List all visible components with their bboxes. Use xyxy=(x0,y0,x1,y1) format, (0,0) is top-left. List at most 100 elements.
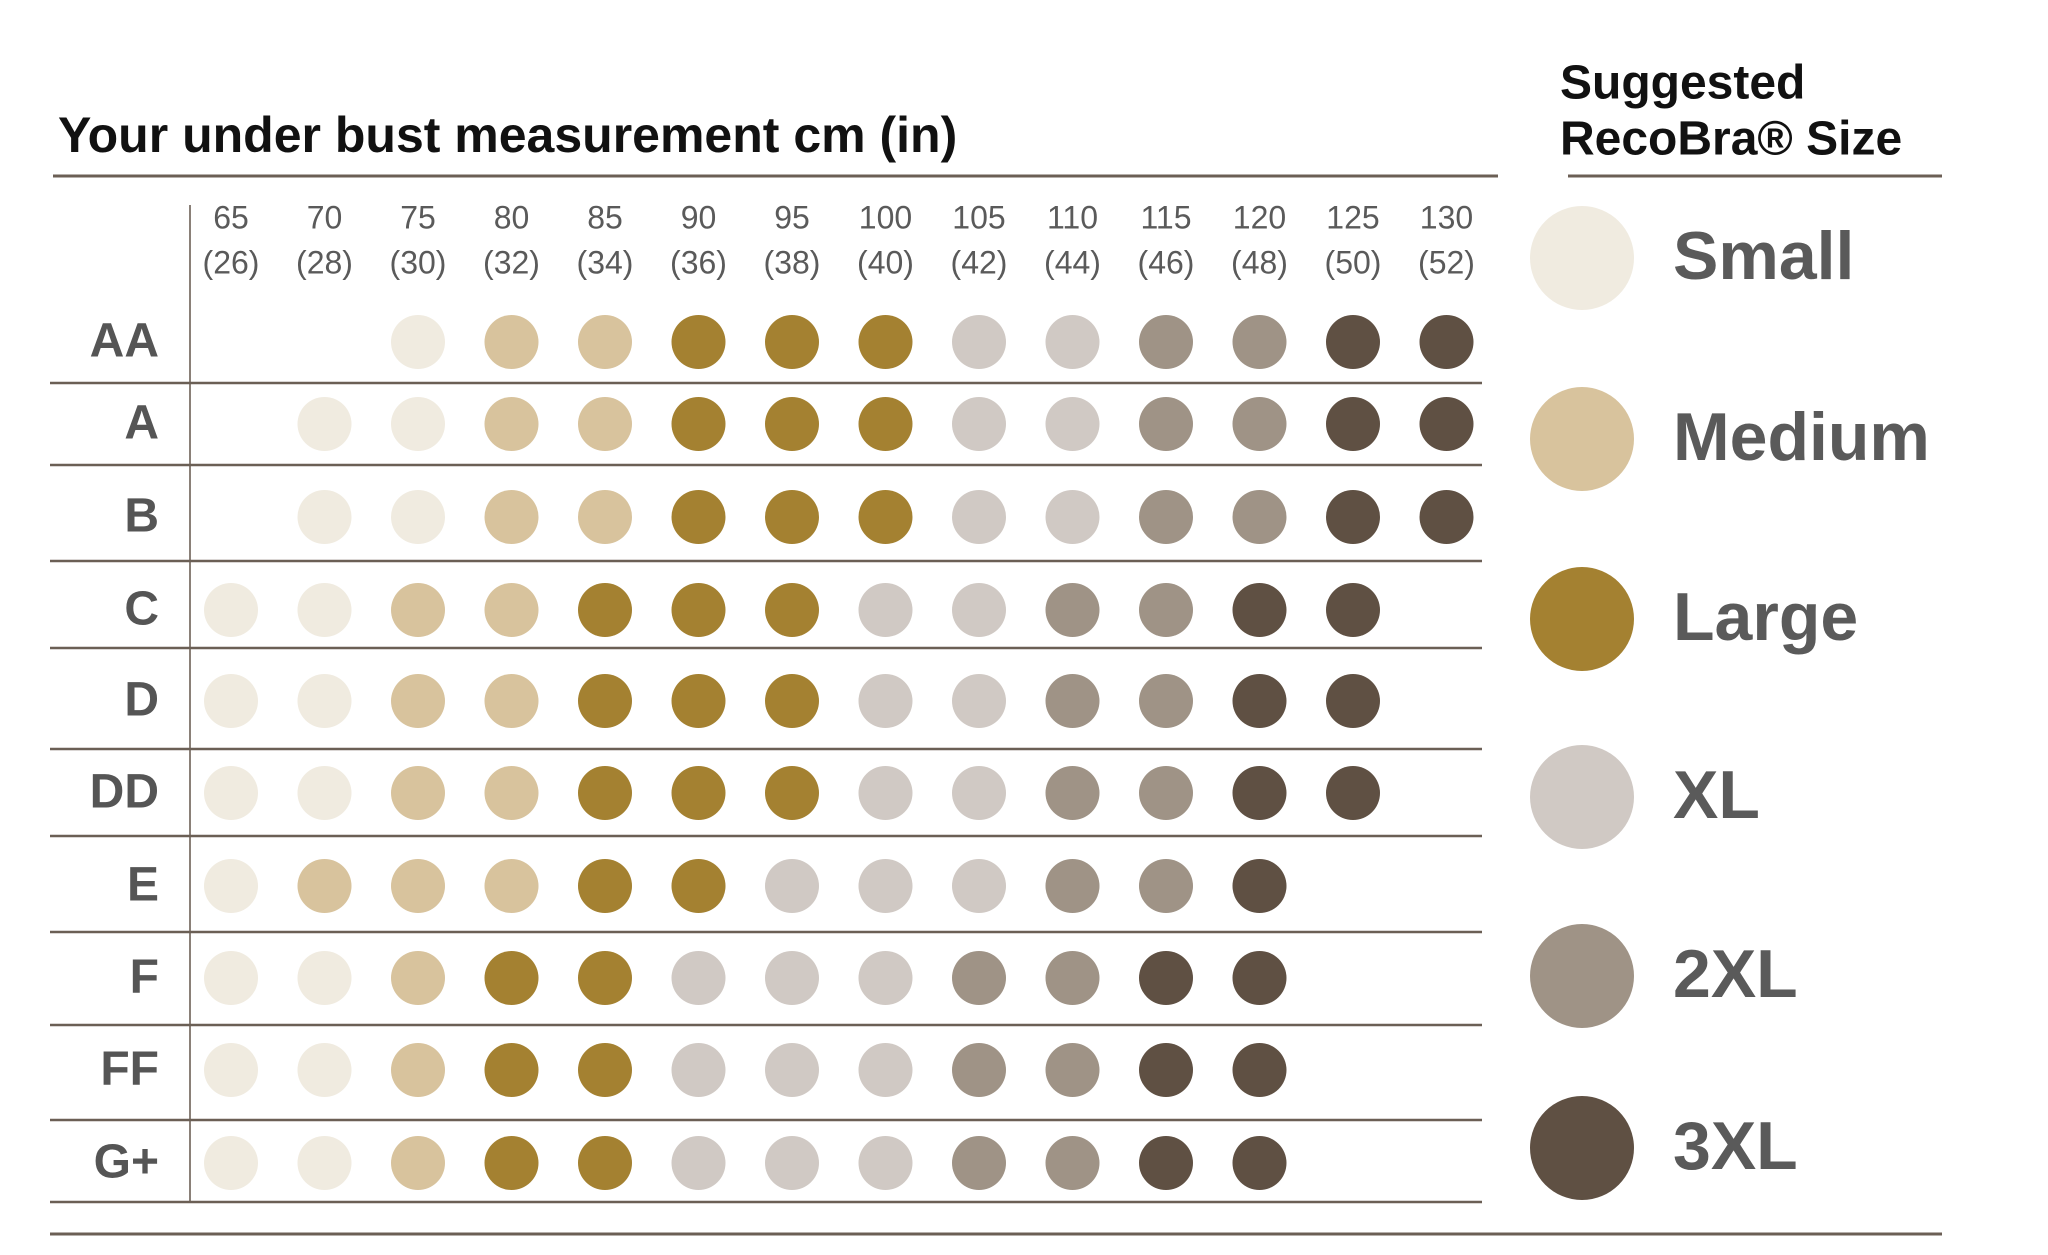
size-dot xyxy=(1232,397,1287,451)
size-dot xyxy=(952,490,1006,544)
size-dot xyxy=(858,583,913,637)
size-dot xyxy=(204,1136,258,1190)
column-in: (50) xyxy=(1325,244,1382,280)
column-cm: 90 xyxy=(681,199,717,235)
column-in: (28) xyxy=(296,244,353,280)
size-dot xyxy=(1139,583,1193,637)
size-dot xyxy=(952,766,1006,820)
size-dot xyxy=(765,397,819,451)
size-dot xyxy=(765,1136,819,1190)
size-dot xyxy=(765,674,819,728)
column-in: (44) xyxy=(1044,244,1101,280)
size-dot xyxy=(952,1136,1006,1190)
size-dot xyxy=(858,315,913,369)
size-dot xyxy=(484,766,539,820)
size-dot xyxy=(484,583,539,637)
column-in: (38) xyxy=(764,244,821,280)
size-dot xyxy=(1139,766,1193,820)
size-dot xyxy=(671,859,726,913)
column-cm: 75 xyxy=(400,199,436,235)
size-dot xyxy=(1326,766,1380,820)
size-dot xyxy=(1139,490,1193,544)
size-dot xyxy=(1326,490,1380,544)
size-dot xyxy=(204,859,258,913)
legend-title: Suggested xyxy=(1560,57,1805,110)
size-dot xyxy=(484,315,539,369)
size-dot xyxy=(1232,859,1287,913)
size-dot xyxy=(391,859,445,913)
size-dot xyxy=(858,859,913,913)
size-dot xyxy=(1139,397,1193,451)
size-dot xyxy=(391,315,445,369)
column-cm: 110 xyxy=(1047,199,1098,235)
size-dot xyxy=(1139,674,1193,728)
size-dot xyxy=(484,490,539,544)
size-dot xyxy=(297,766,352,820)
size-dot xyxy=(1045,951,1100,1005)
size-dot xyxy=(671,490,726,544)
legend-label: XL xyxy=(1673,757,1760,833)
cup-label: A xyxy=(124,397,159,450)
cup-label: C xyxy=(124,583,159,636)
size-dot xyxy=(578,397,632,451)
size-dot xyxy=(1045,674,1100,728)
size-dot xyxy=(1419,397,1474,451)
size-dot xyxy=(578,583,632,637)
column-in: (32) xyxy=(483,244,540,280)
size-dot xyxy=(952,397,1006,451)
legend-label: Medium xyxy=(1673,399,1930,475)
size-dot xyxy=(858,674,913,728)
size-dot xyxy=(1045,583,1100,637)
size-dot xyxy=(1326,583,1380,637)
size-dot xyxy=(391,1136,445,1190)
title: Your under bust measurement cm (in) xyxy=(58,107,957,163)
size-dot xyxy=(484,951,539,1005)
size-dot xyxy=(1232,951,1287,1005)
size-dot xyxy=(297,583,352,637)
size-dot xyxy=(484,397,539,451)
size-dot xyxy=(671,766,726,820)
size-dot xyxy=(1045,315,1100,369)
size-dot xyxy=(1232,583,1287,637)
size-dot xyxy=(1045,490,1100,544)
size-dot xyxy=(1232,490,1287,544)
size-dot xyxy=(765,1043,819,1097)
column-in: (26) xyxy=(203,244,260,280)
size-dot xyxy=(858,766,913,820)
column-in: (34) xyxy=(577,244,634,280)
cup-label: FF xyxy=(100,1043,159,1096)
size-dot xyxy=(391,490,445,544)
column-in: (48) xyxy=(1231,244,1288,280)
column-cm: 100 xyxy=(859,199,912,235)
size-dot xyxy=(204,1043,258,1097)
column-cm: 120 xyxy=(1233,199,1286,235)
size-dot xyxy=(765,583,819,637)
size-dot xyxy=(578,315,632,369)
size-dot xyxy=(1232,674,1287,728)
legend-swatch xyxy=(1530,745,1634,849)
size-dot xyxy=(858,951,913,1005)
size-dot xyxy=(484,1043,539,1097)
size-dot xyxy=(1419,315,1474,369)
size-dot xyxy=(765,490,819,544)
column-cm: 80 xyxy=(494,199,530,235)
size-dot xyxy=(1139,1043,1193,1097)
size-dot xyxy=(297,490,352,544)
size-dot xyxy=(858,1043,913,1097)
legend-label: 3XL xyxy=(1673,1108,1798,1184)
size-dot xyxy=(1045,766,1100,820)
size-dot xyxy=(1232,1043,1287,1097)
column-cm: 85 xyxy=(587,199,623,235)
size-dot xyxy=(858,1136,913,1190)
size-dot xyxy=(578,1043,632,1097)
size-dot xyxy=(297,397,352,451)
size-dot xyxy=(1139,315,1193,369)
legend-label: Large xyxy=(1673,579,1858,655)
size-dot xyxy=(297,1136,352,1190)
size-dot xyxy=(1232,315,1287,369)
size-dot xyxy=(578,490,632,544)
size-dot xyxy=(671,674,726,728)
size-dot xyxy=(391,766,445,820)
column-cm: 125 xyxy=(1326,199,1379,235)
